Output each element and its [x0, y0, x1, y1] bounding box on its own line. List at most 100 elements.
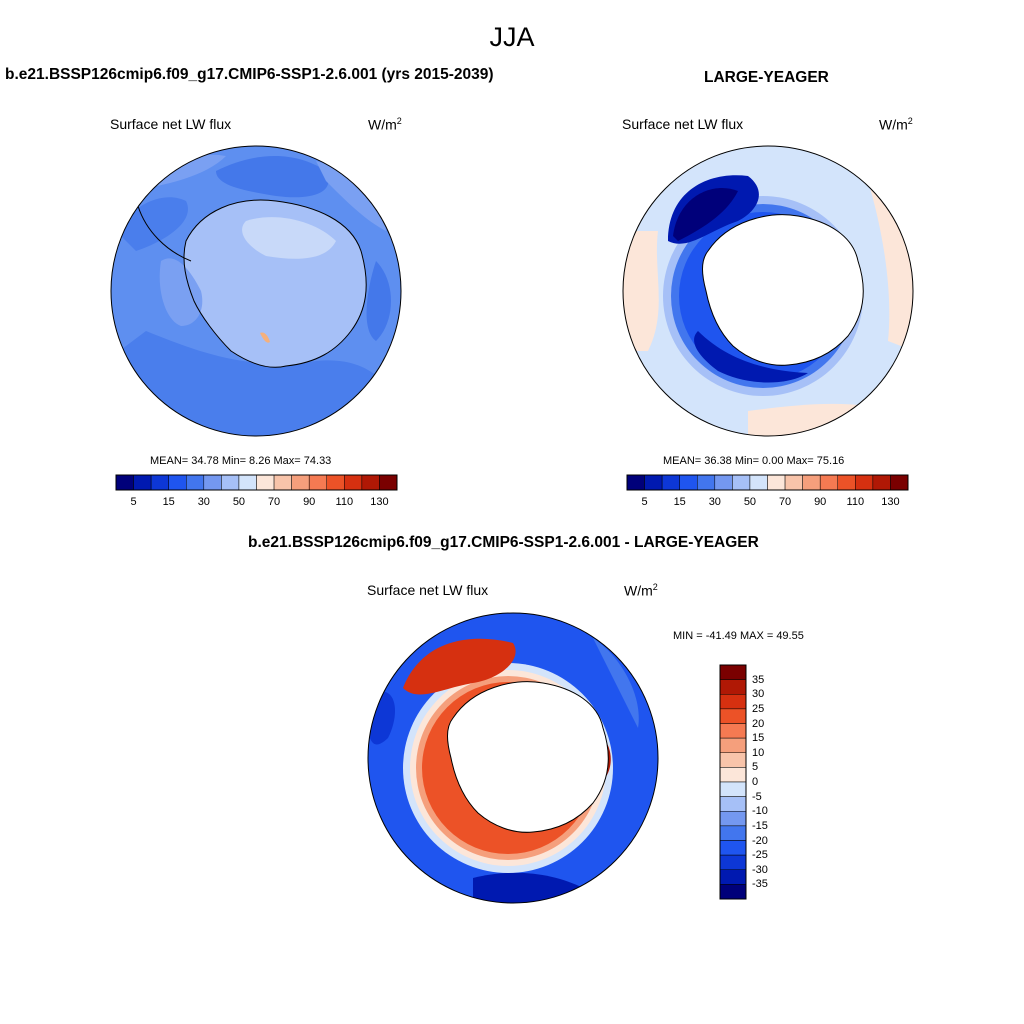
colorbar-cell — [661, 474, 680, 491]
colorbar-cell — [719, 869, 747, 885]
colorbar-cell — [749, 474, 768, 491]
colorbar-tick-label: 15 — [162, 496, 175, 508]
colorbar-tick-label: 5 — [130, 496, 137, 508]
obs-colorbar-ticks: 5 15 30 50 70 90 110 130 — [627, 496, 908, 510]
diff-land-mask — [447, 681, 609, 833]
colorbar-cell — [361, 474, 380, 491]
colorbar-cell — [308, 474, 327, 491]
colorbar-cell — [719, 781, 747, 797]
model-warm-spot — [260, 332, 270, 343]
colorbar-cell — [719, 679, 747, 695]
colorbar-cell — [115, 474, 134, 491]
colorbar-cell — [732, 474, 751, 491]
colorbar-cell — [273, 474, 292, 491]
obs-panel-title: LARGE-YEAGER — [704, 69, 829, 86]
obs-coastline — [702, 214, 864, 366]
obs-warm-region — [748, 403, 868, 436]
diff-variable-label: Surface net LW flux — [367, 582, 489, 598]
colorbar-tick-label: 35 — [752, 673, 765, 686]
colorbar-cell — [133, 474, 152, 491]
colorbar-cell — [291, 474, 310, 491]
model-colorbar-cells — [115, 474, 398, 491]
diff-stats: MIN = -41.49 MAX = 49.55 — [673, 630, 804, 642]
colorbar-cell — [855, 474, 874, 491]
colorbar-cell — [719, 811, 747, 827]
obs-darkest-region — [673, 188, 738, 241]
colorbar-tick-label: 30 — [197, 496, 210, 508]
model-coastline — [137, 199, 367, 368]
colorbar-tick-label: -15 — [752, 819, 768, 832]
diff-polar-map — [367, 612, 659, 904]
colorbar-tick-label: -30 — [752, 863, 768, 876]
colorbar-tick-label: 70 — [267, 496, 281, 508]
colorbar-cell — [203, 474, 222, 491]
obs-stats: MEAN= 36.38 Min= 0.00 Max= 75.16 — [663, 455, 845, 467]
colorbar-cell — [767, 474, 786, 491]
colorbar-tick-label: 70 — [778, 496, 792, 508]
diff-coastline — [447, 681, 609, 833]
model-colorbar — [115, 474, 398, 491]
colorbar-cell — [819, 474, 838, 491]
colorbar-tick-label: 15 — [752, 732, 765, 745]
obs-colorbar — [626, 474, 909, 491]
model-colorbar-ticks: 5 15 30 50 70 90 110 130 — [116, 496, 397, 510]
colorbar-tick-label: 50 — [232, 496, 246, 508]
obs-colorbar-cells — [626, 474, 909, 491]
obs-land-mask — [702, 214, 864, 366]
diff-colorbar-cells — [719, 664, 747, 900]
colorbar-cell — [186, 474, 205, 491]
colorbar-tick-label: 30 — [708, 496, 721, 508]
colorbar-tick-label: 5 — [641, 496, 648, 508]
colorbar-tick-label: -10 — [752, 805, 768, 818]
colorbar-cell — [697, 474, 716, 491]
colorbar-tick-label: -20 — [752, 834, 768, 847]
colorbar-tick-label: 130 — [370, 496, 389, 508]
model-dark-region — [216, 156, 329, 198]
model-variable-label: Surface net LW flux — [110, 116, 232, 132]
model-map-border — [110, 145, 402, 437]
colorbar-tick-label: 110 — [846, 496, 865, 508]
colorbar-cell — [890, 474, 909, 491]
colorbar-cell — [719, 840, 747, 856]
colorbar-cell — [150, 474, 169, 491]
colorbar-cell — [719, 664, 747, 680]
colorbar-cell — [802, 474, 821, 491]
colorbar-tick-label: -5 — [752, 790, 762, 803]
colorbar-tick-label: 110 — [335, 496, 354, 508]
model-peninsula-region — [159, 258, 203, 326]
model-panel-title: b.e21.BSSP126cmip6.f09_g17.CMIP6-SSP1-2.… — [5, 66, 494, 83]
colorbar-cell — [221, 474, 240, 491]
colorbar-cell — [714, 474, 733, 491]
diff-mid-region — [593, 638, 639, 728]
colorbar-cell — [837, 474, 856, 491]
colorbar-tick-label: 20 — [752, 717, 765, 730]
obs-variable-label: Surface net LW flux — [622, 116, 744, 132]
colorbar-cell — [719, 825, 747, 841]
colorbar-cell — [719, 767, 747, 783]
colorbar-cell — [719, 884, 747, 900]
diff-units-label: W/m2 — [624, 582, 658, 599]
model-dark-region — [111, 331, 401, 436]
colorbar-cell — [719, 708, 747, 724]
colorbar-tick-label: -35 — [752, 878, 768, 891]
season-title: JJA — [489, 22, 535, 52]
colorbar-tick-label: 10 — [752, 746, 765, 759]
colorbar-cell — [344, 474, 363, 491]
colorbar-cell — [719, 854, 747, 870]
colorbar-tick-label: 130 — [881, 496, 900, 508]
obs-dark-region — [694, 331, 808, 383]
model-light-region — [316, 161, 386, 231]
diff-colorbar-ticks: 35 30 25 20 15 10 5 0 -5 -10 -15 -20 -25 -30 -35 — [752, 665, 792, 899]
colorbar-cell — [719, 796, 747, 812]
colorbar-cell — [379, 474, 398, 491]
colorbar-cell — [784, 474, 803, 491]
obs-warm-region — [868, 181, 913, 351]
model-lightest-region — [242, 217, 336, 259]
colorbar-cell — [256, 474, 275, 491]
colorbar-tick-label: 50 — [743, 496, 757, 508]
colorbar-cell — [872, 474, 891, 491]
colorbar-cell — [626, 474, 645, 491]
colorbar-tick-label: 90 — [303, 496, 316, 508]
colorbar-cell — [719, 752, 747, 768]
colorbar-tick-label: 30 — [752, 688, 765, 701]
